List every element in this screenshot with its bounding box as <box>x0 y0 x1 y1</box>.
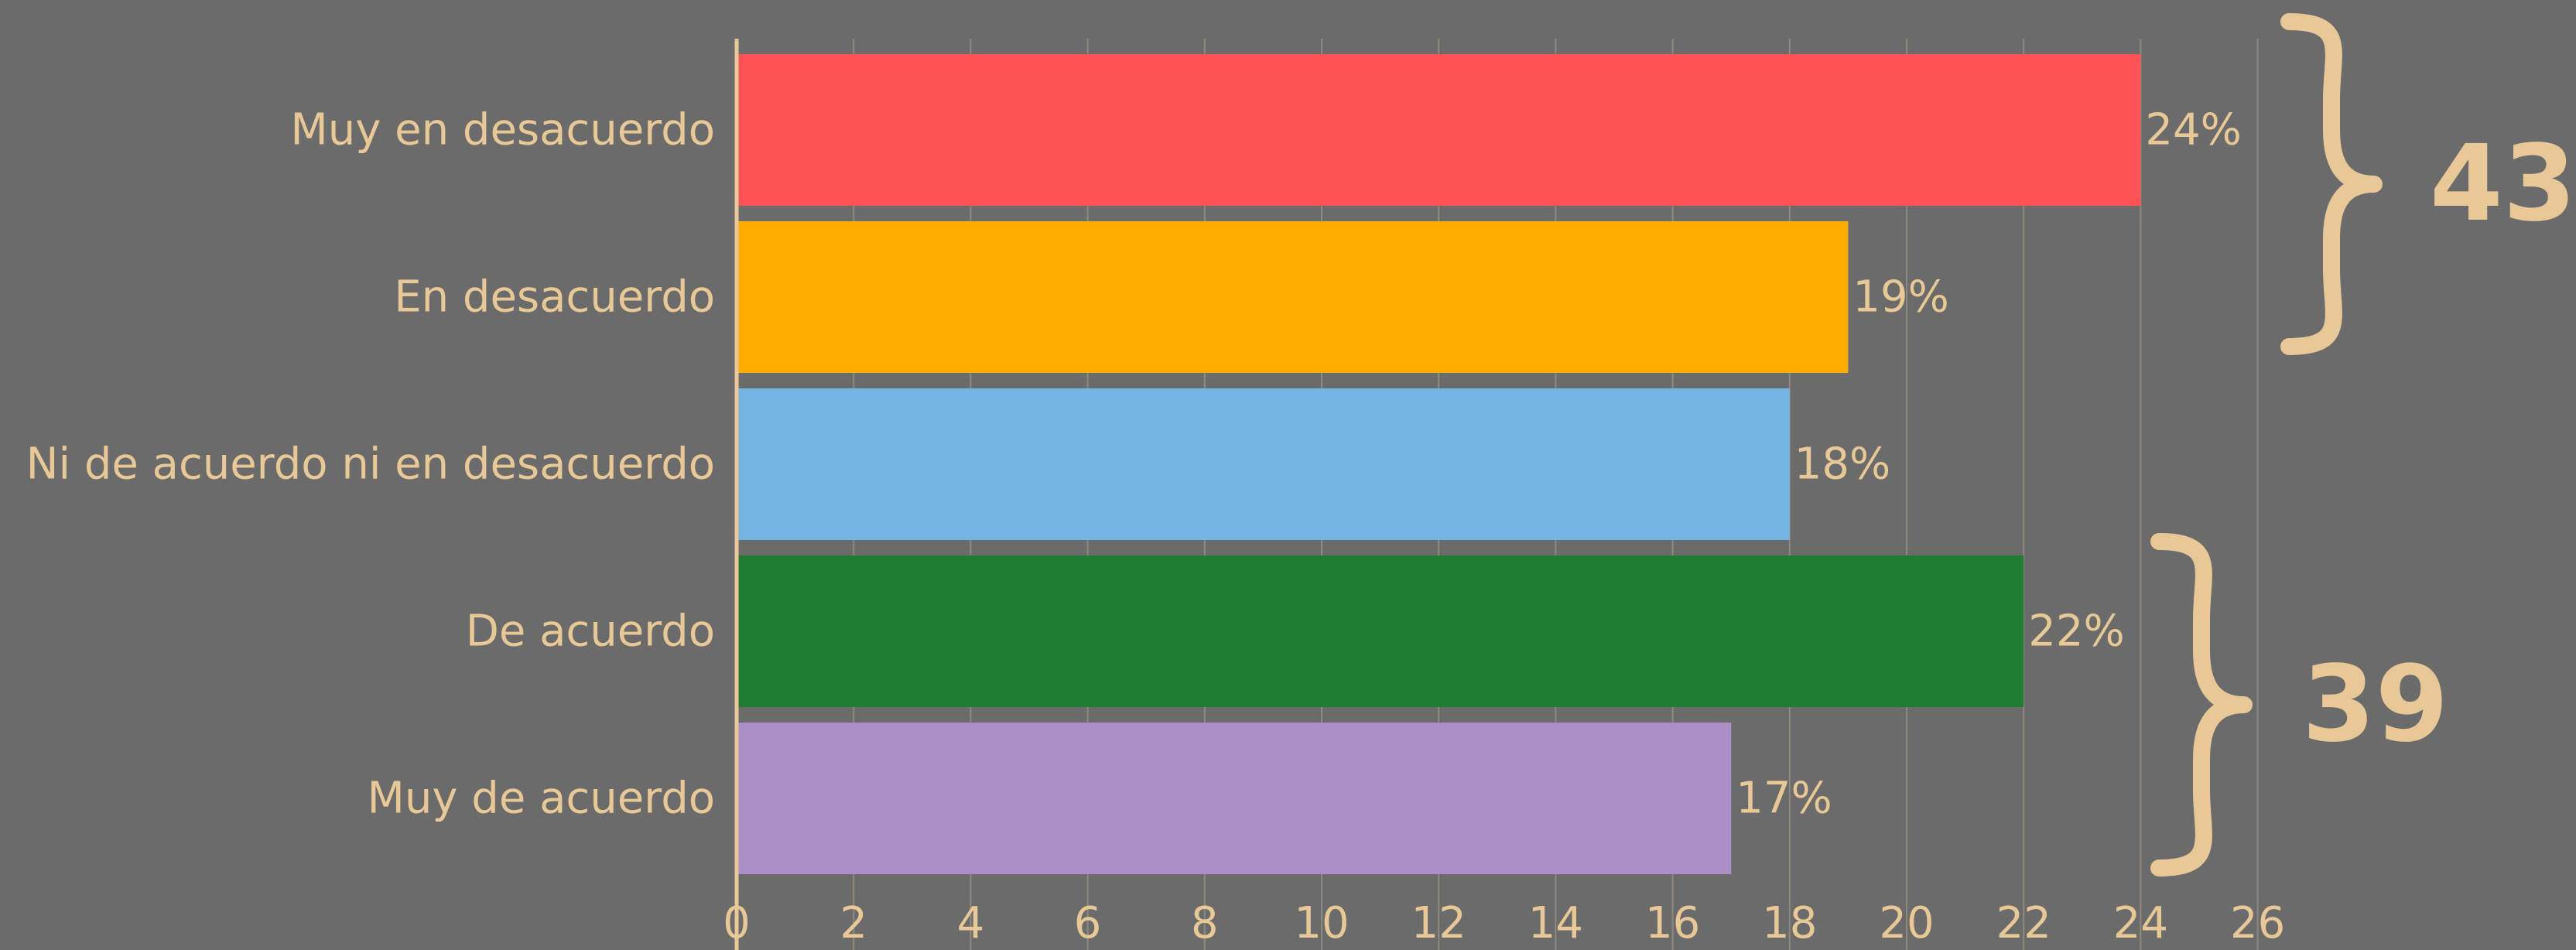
bar-4 <box>737 723 1732 874</box>
bar-2 <box>737 388 1790 540</box>
x-tick-label: 2 <box>840 898 867 948</box>
category-label: Muy en desacuerdo <box>290 105 715 155</box>
group-total-label: 39 <box>2302 644 2448 766</box>
x-tick-label: 8 <box>1191 898 1219 948</box>
bar-0 <box>737 54 2141 206</box>
group-total-label: 43 <box>2430 123 2576 245</box>
x-tick-label: 6 <box>1074 898 1102 948</box>
x-tick-label: 26 <box>2230 898 2285 948</box>
bar-1 <box>737 221 1849 373</box>
group-brace <box>2280 13 2383 355</box>
value-label: 17% <box>1736 774 1832 824</box>
category-label: Muy de acuerdo <box>368 774 715 824</box>
x-tick-label: 10 <box>1294 898 1349 948</box>
value-label: 22% <box>2028 607 2124 657</box>
x-tick-label: 14 <box>1528 898 1583 948</box>
category-label: De acuerdo <box>466 607 715 657</box>
group-brace <box>2150 533 2253 877</box>
x-tick-label: 4 <box>957 898 985 948</box>
x-tick-label: 12 <box>1411 898 1466 948</box>
x-tick-label: 22 <box>1996 898 2051 948</box>
x-tick-label: 16 <box>1645 898 1700 948</box>
value-label: 19% <box>1852 272 1948 323</box>
x-tick-label: 18 <box>1762 898 1817 948</box>
value-label: 18% <box>1794 439 1890 490</box>
category-label: En desacuerdo <box>394 272 715 323</box>
x-tick-label: 0 <box>723 898 751 948</box>
bar-3 <box>737 555 2024 707</box>
x-tick-label: 20 <box>1879 898 1934 948</box>
value-label: 24% <box>2145 105 2241 155</box>
x-tick-label: 24 <box>2113 898 2168 948</box>
category-label: Ni de acuerdo ni en desacuerdo <box>26 439 715 490</box>
